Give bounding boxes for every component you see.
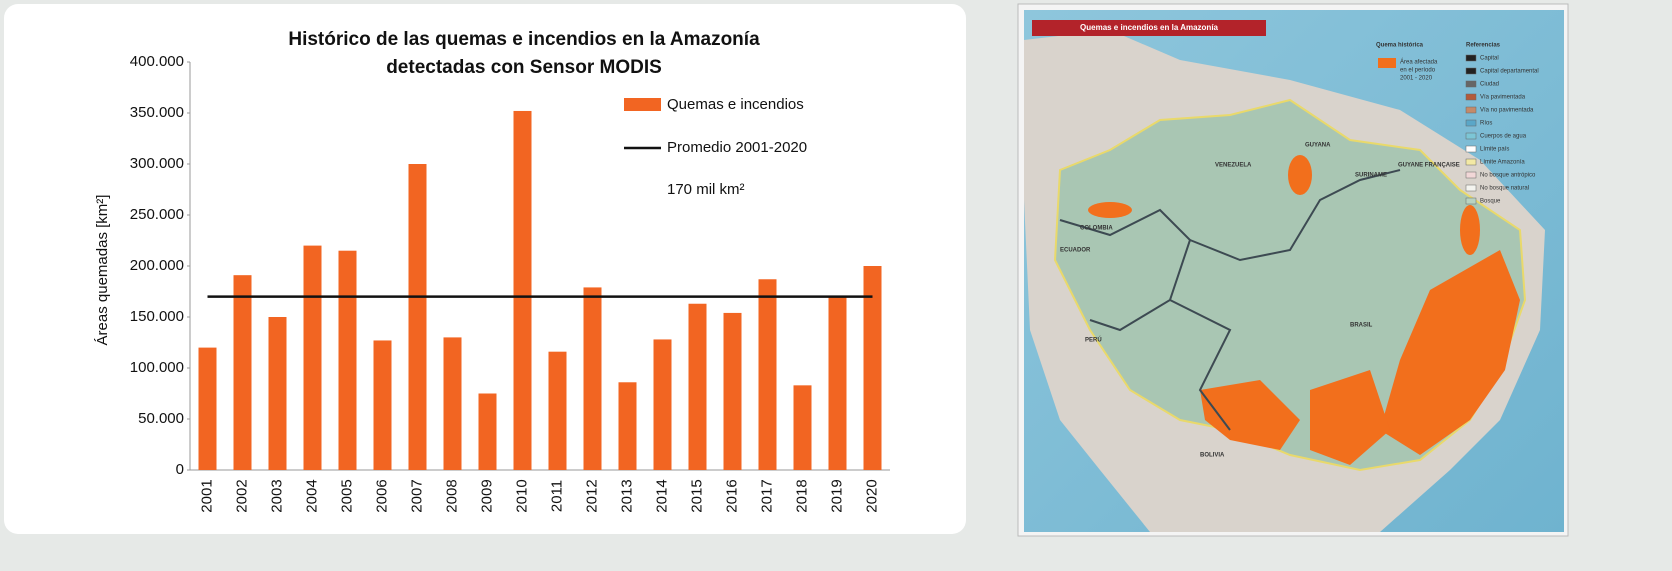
legend-label: Promedio 2001-2020 — [667, 139, 807, 156]
reference-label: Vía pavimentada — [1480, 95, 1526, 101]
reference-swatch — [1466, 133, 1476, 139]
bar — [479, 394, 497, 471]
reference-label: Ciudad — [1480, 82, 1499, 88]
bar — [374, 340, 392, 470]
reference-label: No bosque antrópico — [1480, 173, 1536, 179]
bar — [549, 352, 567, 470]
x-tick-label: 2018 — [793, 479, 810, 512]
y-tick-label: 150.000 — [130, 308, 184, 325]
reference-label: Ríos — [1480, 121, 1492, 127]
legend-item: Área afectada — [1400, 59, 1438, 66]
country-label: SURINAME — [1355, 173, 1387, 179]
x-tick-label: 2019 — [828, 479, 845, 512]
bar — [794, 385, 812, 470]
country-label: PERÚ — [1085, 337, 1102, 344]
reference-swatch — [1466, 146, 1476, 152]
x-tick-label: 2004 — [303, 479, 320, 512]
x-tick-label: 2011 — [548, 480, 565, 512]
legend-item: en el período — [1400, 68, 1436, 74]
x-tick-label: 2020 — [863, 479, 880, 512]
country-label: VENEZUELA — [1215, 163, 1252, 169]
page: {"chart_data": {"type": "bar", "title": … — [0, 0, 1672, 571]
bar — [514, 111, 532, 470]
country-label: ECUADOR — [1060, 248, 1091, 254]
bar — [304, 246, 322, 470]
legend-item: 2001 - 2020 — [1400, 76, 1433, 82]
figure: Histórico de las quemas e incendios en l… — [0, 0, 1672, 571]
bar — [269, 317, 287, 470]
bar — [689, 304, 707, 470]
x-tick-label: 2010 — [513, 479, 530, 512]
reference-swatch — [1466, 120, 1476, 126]
reference-label: Vía no pavimentada — [1480, 108, 1534, 114]
reference-swatch — [1466, 159, 1476, 165]
bar — [619, 382, 637, 470]
bar — [829, 297, 847, 470]
x-tick-label: 2008 — [443, 479, 460, 512]
y-tick-label: 350.000 — [130, 104, 184, 121]
y-tick-label: 50.000 — [138, 410, 184, 427]
x-tick-label: 2012 — [583, 479, 600, 512]
x-tick-label: 2009 — [478, 479, 495, 512]
x-tick-label: 2001 — [198, 479, 215, 512]
bar — [339, 251, 357, 470]
y-tick-label: 250.000 — [130, 206, 184, 223]
references-title: Referencias — [1466, 43, 1501, 49]
reference-label: Cuerpos de agua — [1480, 134, 1527, 140]
y-tick-label: 100.000 — [130, 359, 184, 376]
reference-swatch — [1466, 55, 1476, 61]
map: Quemas e incendios en la Amazonía Quema … — [1018, 4, 1568, 536]
x-tick-label: 2015 — [688, 479, 705, 512]
bar — [444, 337, 462, 470]
country-label: GUYANA — [1305, 143, 1331, 149]
legend-title: Quema histórica — [1376, 43, 1424, 49]
x-tick-label: 2017 — [758, 479, 775, 512]
y-tick-label: 300.000 — [130, 155, 184, 172]
reference-label: No bosque natural — [1480, 186, 1529, 192]
x-tick-label: 2013 — [618, 479, 635, 512]
x-tick-label: 2003 — [268, 479, 285, 512]
x-tick-label: 2002 — [233, 479, 250, 512]
reference-swatch — [1466, 81, 1476, 87]
x-tick-label: 2016 — [723, 479, 740, 512]
y-tick-label: 200.000 — [130, 257, 184, 274]
legend-swatch — [1378, 58, 1396, 68]
map-title: Quemas e incendios en la Amazonía — [1080, 23, 1219, 32]
y-axis-label: Áreas quemadas [km²] — [94, 195, 111, 346]
chart-title: Histórico de las quemas e incendios en l… — [288, 29, 760, 50]
bar — [654, 339, 672, 470]
bar — [584, 287, 602, 470]
reference-swatch — [1466, 172, 1476, 178]
country-label: BRASIL — [1350, 323, 1373, 329]
y-tick-label: 400.000 — [130, 53, 184, 70]
country-label: BOLIVIA — [1200, 453, 1225, 459]
x-tick-label: 2014 — [653, 479, 670, 512]
bar — [234, 275, 252, 470]
reference-label: Límite país — [1480, 147, 1509, 153]
country-label: COLOMBIA — [1080, 226, 1113, 232]
annotation: 170 mil km² — [667, 181, 745, 198]
reference-swatch — [1466, 185, 1476, 191]
bar — [724, 313, 742, 470]
x-tick-label: 2005 — [338, 479, 355, 512]
reference-swatch — [1466, 94, 1476, 100]
bar — [409, 164, 427, 470]
bar — [759, 279, 777, 470]
legend-swatch — [624, 98, 661, 111]
reference-swatch — [1466, 198, 1476, 204]
bar — [199, 348, 217, 470]
country-label: GUYANE FRANÇAISE — [1398, 163, 1460, 169]
x-tick-label: 2006 — [373, 479, 390, 512]
reference-label: Capital — [1480, 56, 1499, 62]
reference-label: Límite Amazonía — [1480, 160, 1525, 166]
x-tick-label: 2007 — [408, 479, 425, 512]
legend-label: Quemas e incendios — [667, 96, 804, 113]
reference-label: Bosque — [1480, 199, 1501, 205]
chart-subtitle: detectadas con Sensor MODIS — [386, 57, 662, 78]
y-tick-label: 0 — [176, 461, 184, 478]
reference-label: Capital departamental — [1480, 69, 1539, 75]
reference-swatch — [1466, 107, 1476, 113]
reference-swatch — [1466, 68, 1476, 74]
